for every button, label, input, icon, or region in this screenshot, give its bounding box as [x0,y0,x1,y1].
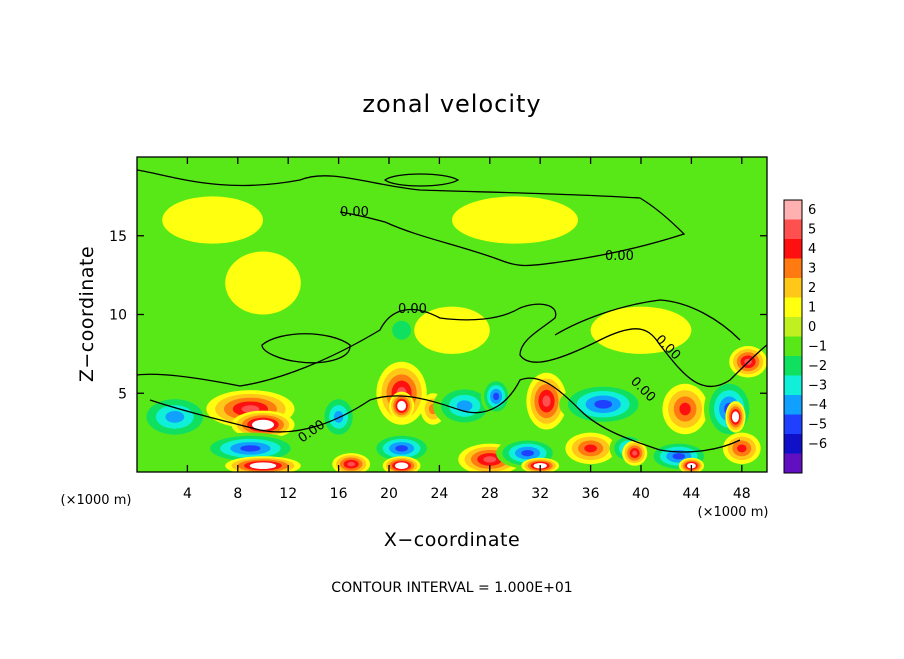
colorbar-tick-label: −5 [808,417,827,432]
velocity-peak-8 [397,400,407,411]
colorbar-segment [784,239,802,259]
velocity-cell-22-3 [679,402,691,416]
velocity-cell-6-4 [347,461,355,467]
velocity-cell-23-4 [672,453,686,460]
velocity-peak-4 [249,462,277,470]
contour-label: 0.00 [340,205,369,220]
contour-interval-footer: CONTOUR INTERVAL = 1.000E+01 [331,580,572,596]
colorbar-tick-label: −2 [808,359,827,374]
x-axis: 4 8 12 16 20 24 28 32 36 40 44 48 [183,157,751,502]
y-axis: 5 10 15 [109,229,767,402]
colorbar-tick-label: 0 [808,320,816,335]
y-tick-label: 10 [109,308,127,324]
colorbar-segment [784,453,802,474]
colorbar-segment [784,219,802,240]
colorbar-tick-label: −6 [808,437,827,452]
heatmap-field [137,157,767,472]
velocity-cell-1-4 [241,405,260,413]
contour-mid [137,303,767,387]
colorbar: 6 5 4 3 2 1 0 −1 −2 −3 −4 −5 −6 [783,199,827,474]
colorbar-segment [784,317,802,337]
colorbar-tick-label: −1 [808,339,827,354]
colorbar-tick-label: −4 [808,398,827,413]
colorbar-tick-label: 6 [808,203,816,218]
velocity-cell-28-3 [737,444,747,453]
contour-left-island [261,333,351,364]
velocity-cell-31-0 [225,251,301,315]
colorbar-tick-label: 5 [808,222,816,237]
velocity-peak-26 [731,411,740,423]
x-tick-label: 40 [632,486,650,502]
colorbar-segment [784,297,802,318]
velocity-cell-12-3 [456,400,473,412]
x-axis-title: X−coordinate [384,529,520,551]
velocity-cell-15-4 [542,395,551,407]
x-tick-label: 4 [183,486,192,502]
x-tick-label: 32 [531,486,549,502]
colorbar-segment [784,336,802,357]
velocity-cell-5-3 [333,410,344,423]
velocity-cell-32-0 [452,196,578,244]
velocity-peak-2 [251,419,275,430]
contour-top [137,169,686,267]
colorbar-tick-label: −3 [808,378,827,393]
velocity-cell-14-4 [483,456,497,463]
y-tick-label: 15 [109,229,127,245]
y-tick-label: 5 [118,386,127,402]
contour-lower [149,377,741,453]
colorbar-tick-label: 3 [808,261,816,276]
colorbar-frame [783,199,803,474]
colorbar-segment [784,395,802,415]
colorbar-tick-label: 4 [808,242,816,257]
colorbar-segment [784,414,802,435]
colorbar-segment [784,258,802,279]
colorbar-tick-label: 1 [808,300,816,315]
x-tick-label: 44 [682,486,700,502]
contour-label: 0.00 [605,249,634,264]
x-tick-label: 8 [233,486,242,502]
x-tick-label: 36 [582,486,600,502]
velocity-cell-21-4 [632,450,638,456]
velocity-cell-13-4 [493,392,500,401]
velocity-cell-16-4 [521,449,534,457]
x-tick-label: 20 [380,486,398,502]
colorbar-segment [784,278,802,298]
contour-top-island [383,173,460,187]
x-unit-left: (×1000 m) [61,493,132,508]
velocity-cell-19-3 [584,444,597,453]
velocity-cell-18-4 [594,399,613,409]
x-tick-label: 16 [330,486,348,502]
x-tick-label: 12 [279,486,297,502]
y-axis-title: Z−coordinate [76,246,98,382]
velocity-cell-30-0 [414,306,490,354]
colorbar-segment [784,434,802,454]
velocity-cells [137,196,767,472]
x-tick-label: 28 [481,486,499,502]
contour-right [554,299,741,341]
colorbar-segment [784,200,802,220]
colorbar-segment [784,356,802,376]
contour-label: 0.00 [398,302,427,317]
colorbar-segment [784,375,802,396]
velocity-cell-0-3 [165,410,185,423]
x-unit-right: (×1000 m) [698,505,769,520]
velocity-cell-29-1 [392,320,412,340]
colorbar-tick-label: 2 [808,281,816,296]
velocity-cell-33-0 [162,196,263,244]
velocity-cell-9-4 [395,445,408,452]
chart-title: zonal velocity [362,90,541,118]
zero-contours [137,169,767,453]
velocity-peak-10 [394,462,409,470]
velocity-cell-34-0 [590,306,692,354]
x-tick-label: 24 [430,486,448,502]
velocity-cell-3-4 [240,445,261,452]
x-tick-label: 48 [733,486,751,502]
